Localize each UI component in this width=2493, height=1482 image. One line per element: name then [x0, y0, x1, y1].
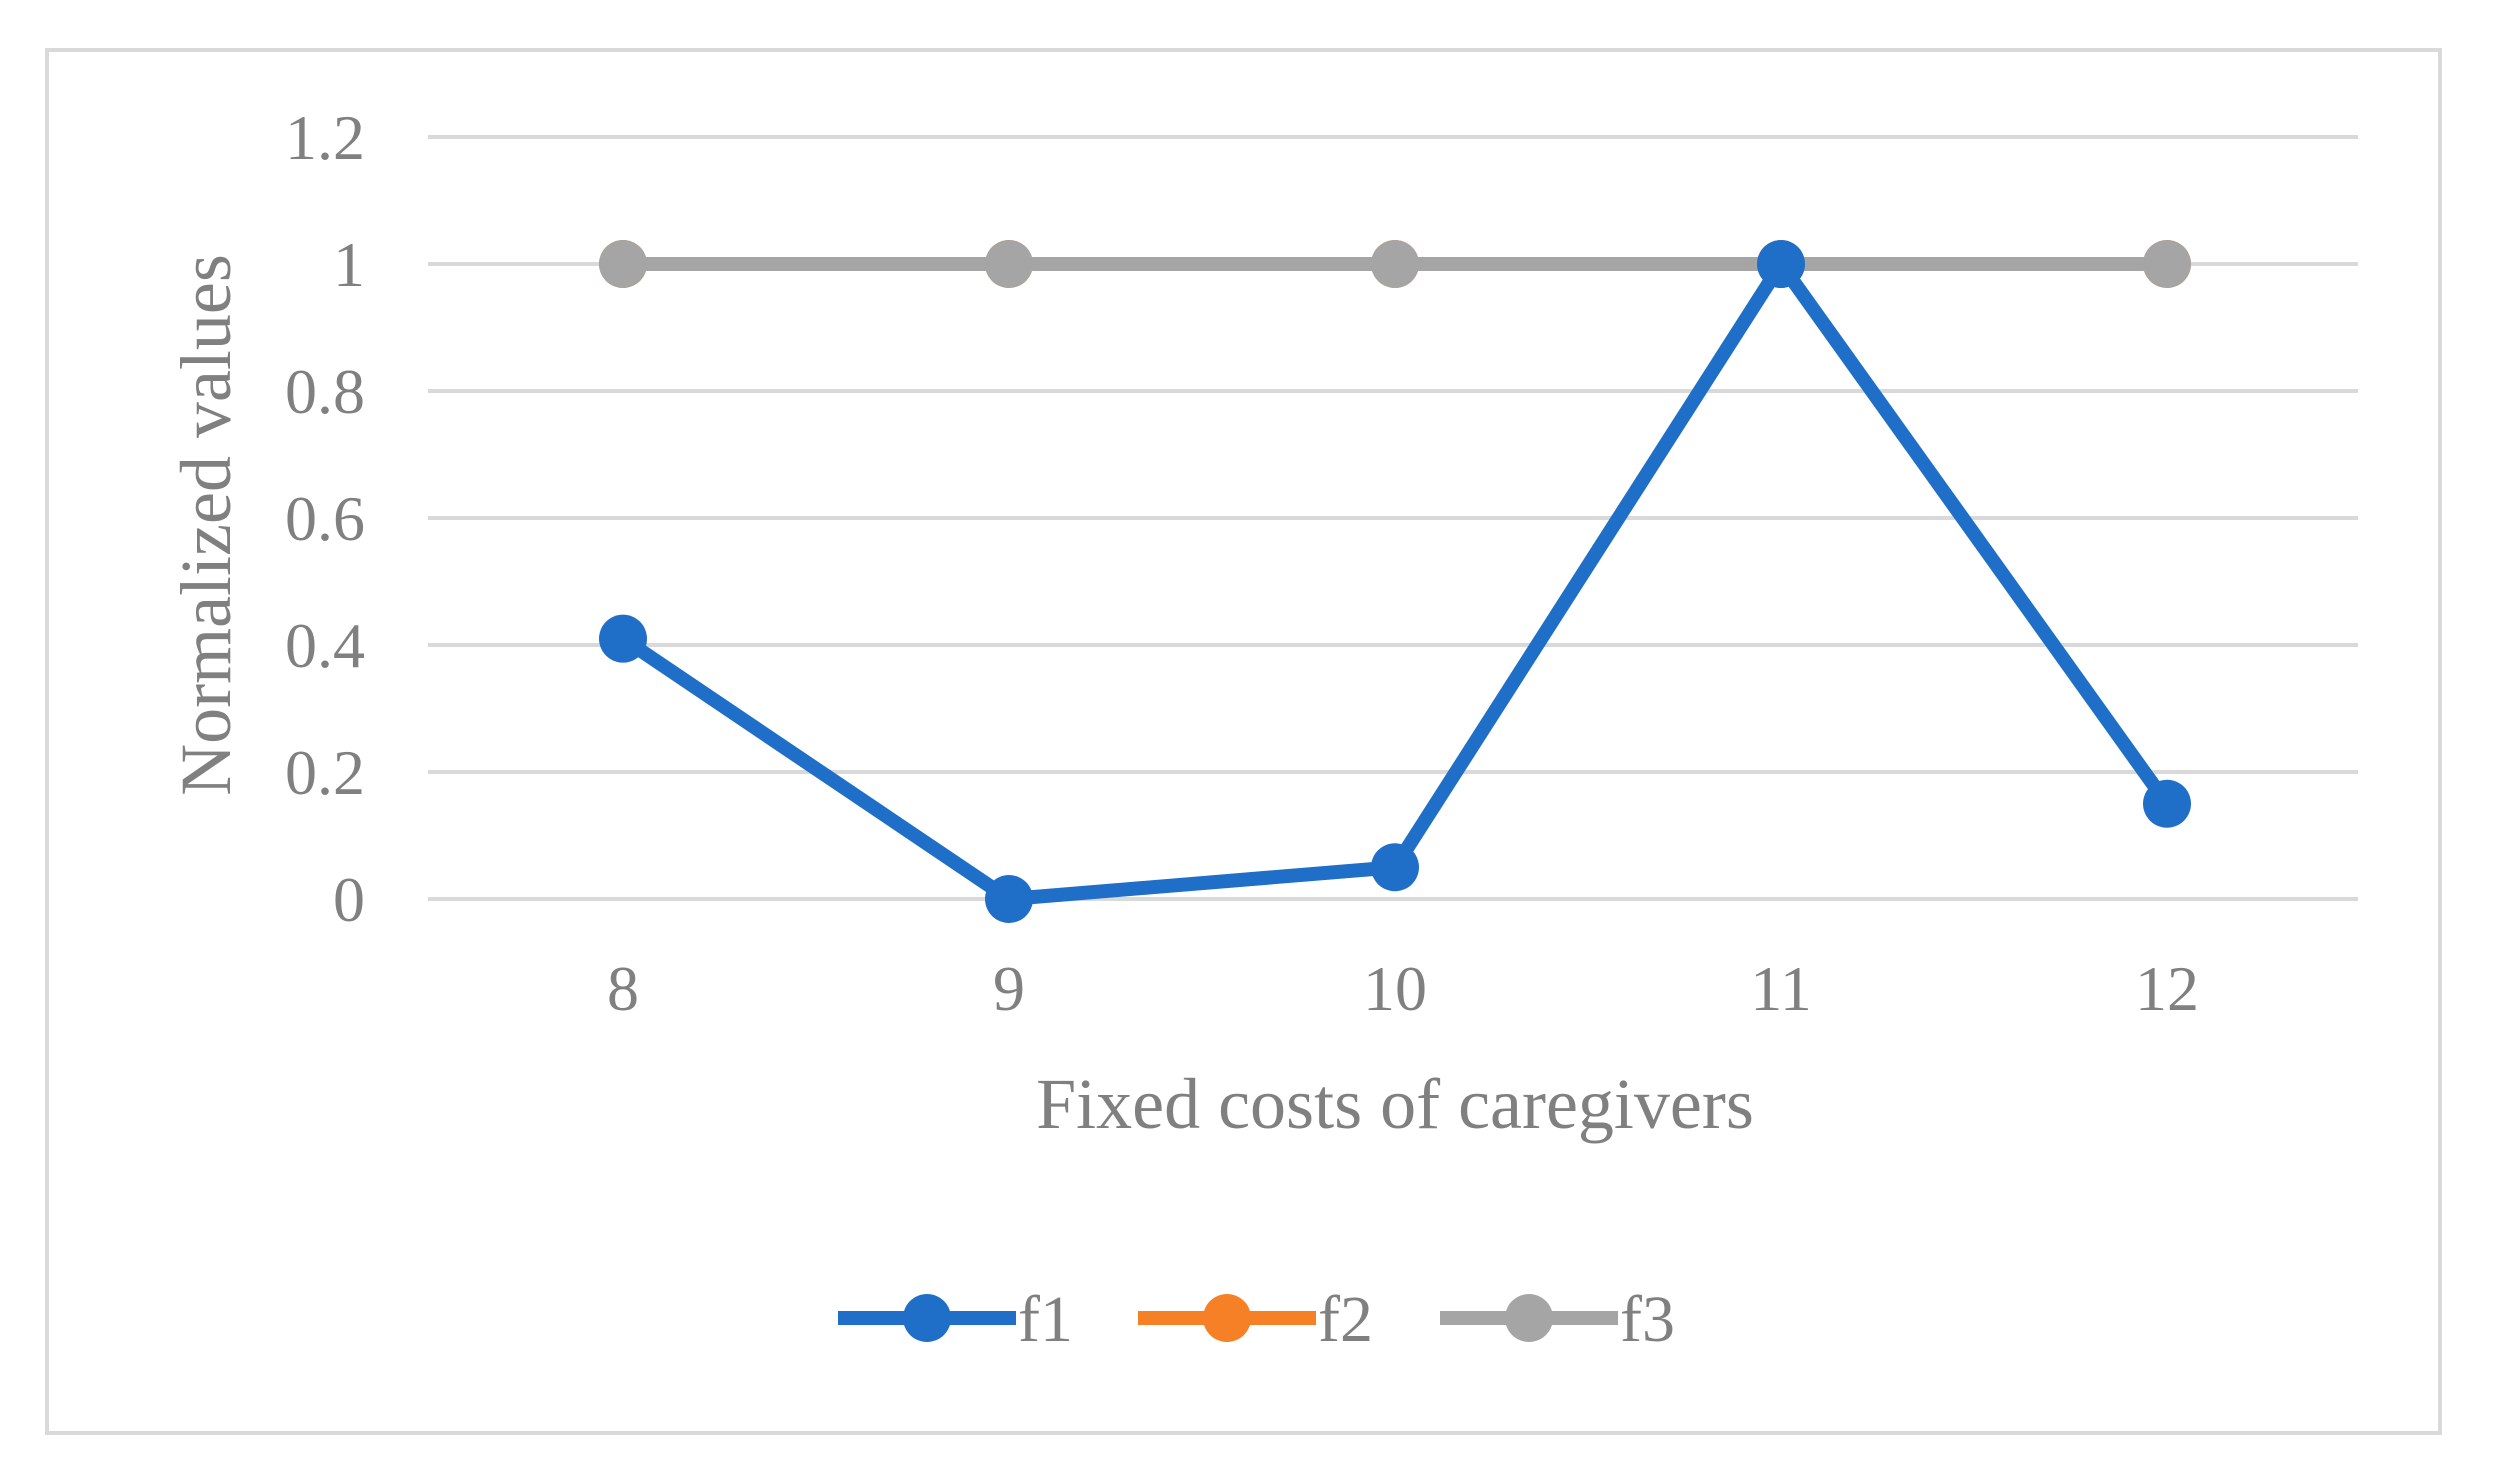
- series-line-f1: [616, 257, 2174, 906]
- y-tick-label: 0: [333, 864, 365, 935]
- chart-frame: [45, 48, 2442, 1435]
- y-tick-label: 0.2: [285, 737, 365, 808]
- x-tick-label: 8: [607, 953, 639, 1024]
- series-layer: [599, 240, 2191, 923]
- x-tick-label: 12: [2135, 953, 2199, 1024]
- y-tick-label: 0.8: [285, 356, 365, 427]
- y-tick-label: 1.2: [285, 102, 365, 173]
- x-tick-label: 9: [993, 953, 1025, 1024]
- series-f3: [599, 240, 2191, 288]
- data-point-f1: [1757, 240, 1805, 288]
- data-point-f1: [2143, 779, 2191, 828]
- data-point-f3: [599, 240, 647, 288]
- legend-swatch-marker: [1203, 1294, 1251, 1342]
- data-point-f1: [985, 875, 1033, 923]
- x-tick-label: 11: [1750, 953, 1812, 1024]
- legend: f1 f2 f3: [838, 1283, 1675, 1356]
- data-point-f3: [2143, 240, 2191, 288]
- data-point-f3: [985, 240, 1033, 288]
- x-tick-label: 10: [1363, 953, 1427, 1024]
- x-tick-labels: 8 9 10 11 12: [607, 953, 2199, 1024]
- legend-item-f1: f1: [838, 1283, 1073, 1356]
- legend-swatch-marker: [903, 1294, 951, 1342]
- y-tick-label: 1: [333, 229, 365, 300]
- y-axis-title: Normalized values: [166, 254, 246, 796]
- y-tick-label: 0.4: [285, 610, 365, 681]
- data-point-f1: [1371, 843, 1419, 892]
- y-tick-label: 0.6: [285, 483, 365, 554]
- legend-item-f2: f2: [1138, 1283, 1373, 1356]
- legend-label: f1: [1018, 1283, 1073, 1356]
- legend-label: f2: [1318, 1283, 1373, 1356]
- data-point-f3: [1371, 240, 1419, 288]
- legend-label: f3: [1620, 1283, 1675, 1356]
- y-tick-labels: 0 0.2 0.4 0.6 0.8 1 1.2: [285, 102, 365, 935]
- data-point-f1: [599, 614, 647, 663]
- series-f1: [599, 240, 2191, 923]
- legend-item-f3: f3: [1440, 1283, 1675, 1356]
- legend-swatch-marker: [1505, 1294, 1553, 1342]
- x-axis-title: Fixed costs of caregivers: [1036, 1064, 1754, 1144]
